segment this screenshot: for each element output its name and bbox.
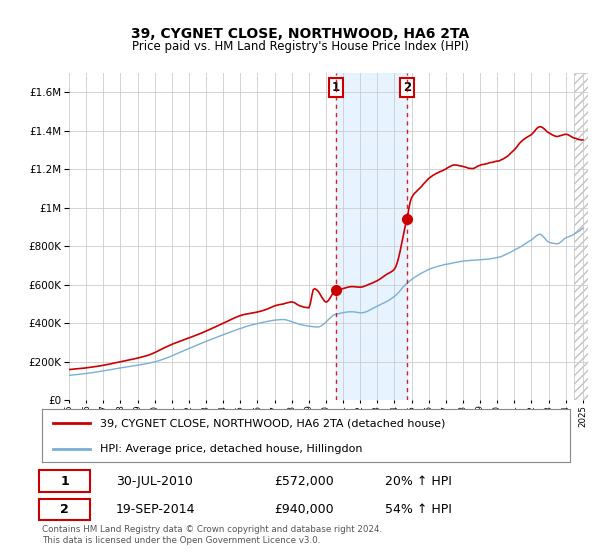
Bar: [574, 73, 592, 400]
FancyBboxPatch shape: [40, 470, 89, 492]
FancyBboxPatch shape: [40, 499, 89, 520]
Text: 39, CYGNET CLOSE, NORTHWOOD, HA6 2TA: 39, CYGNET CLOSE, NORTHWOOD, HA6 2TA: [131, 27, 469, 41]
Text: HPI: Average price, detached house, Hillingdon: HPI: Average price, detached house, Hill…: [100, 444, 362, 454]
Text: 2: 2: [403, 81, 411, 94]
Text: 19-SEP-2014: 19-SEP-2014: [116, 503, 196, 516]
Text: 54% ↑ HPI: 54% ↑ HPI: [385, 503, 452, 516]
Bar: [336, 73, 407, 400]
Text: £572,000: £572,000: [274, 474, 334, 488]
Text: 39, CYGNET CLOSE, NORTHWOOD, HA6 2TA (detached house): 39, CYGNET CLOSE, NORTHWOOD, HA6 2TA (de…: [100, 418, 445, 428]
Text: 30-JUL-2010: 30-JUL-2010: [116, 474, 193, 488]
Text: Price paid vs. HM Land Registry's House Price Index (HPI): Price paid vs. HM Land Registry's House …: [131, 40, 469, 53]
Text: 1: 1: [332, 81, 340, 94]
Text: £940,000: £940,000: [274, 503, 334, 516]
Text: 20% ↑ HPI: 20% ↑ HPI: [385, 474, 452, 488]
Text: 1: 1: [61, 474, 69, 488]
Text: 2: 2: [61, 503, 69, 516]
Text: Contains HM Land Registry data © Crown copyright and database right 2024.
This d: Contains HM Land Registry data © Crown c…: [42, 525, 382, 545]
